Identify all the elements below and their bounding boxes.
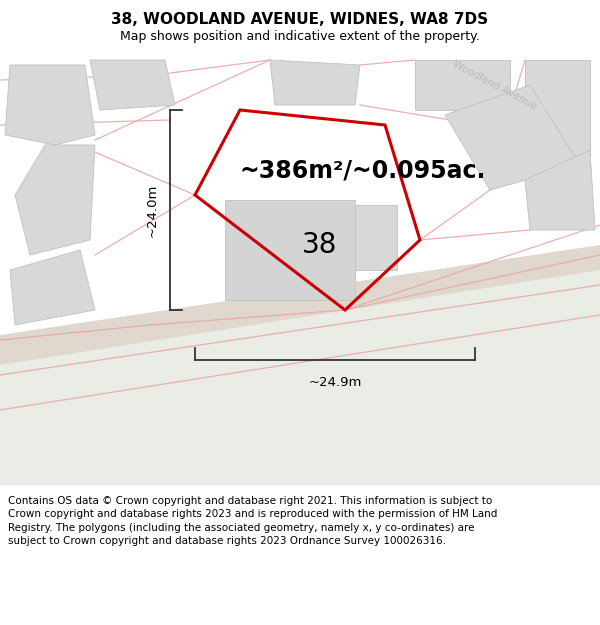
Bar: [225, 200, 355, 300]
Polygon shape: [5, 65, 95, 145]
Polygon shape: [0, 245, 600, 365]
Polygon shape: [15, 145, 95, 255]
Text: ~24.0m: ~24.0m: [146, 183, 158, 237]
Polygon shape: [525, 150, 595, 230]
Text: Woodland Avenue: Woodland Avenue: [451, 59, 539, 111]
Polygon shape: [90, 60, 175, 110]
Text: Contains OS data © Crown copyright and database right 2021. This information is : Contains OS data © Crown copyright and d…: [8, 496, 497, 546]
Polygon shape: [415, 60, 510, 110]
Polygon shape: [525, 60, 590, 155]
Text: 38: 38: [302, 231, 338, 259]
Bar: [355, 205, 397, 270]
Text: Map shows position and indicative extent of the property.: Map shows position and indicative extent…: [120, 30, 480, 43]
Text: ~24.9m: ~24.9m: [308, 376, 362, 389]
Text: 38, WOODLAND AVENUE, WIDNES, WA8 7DS: 38, WOODLAND AVENUE, WIDNES, WA8 7DS: [112, 12, 488, 27]
Text: ~386m²/~0.095ac.: ~386m²/~0.095ac.: [240, 158, 487, 182]
Polygon shape: [445, 85, 580, 190]
Polygon shape: [270, 60, 360, 105]
Polygon shape: [0, 255, 600, 485]
Polygon shape: [10, 250, 95, 325]
